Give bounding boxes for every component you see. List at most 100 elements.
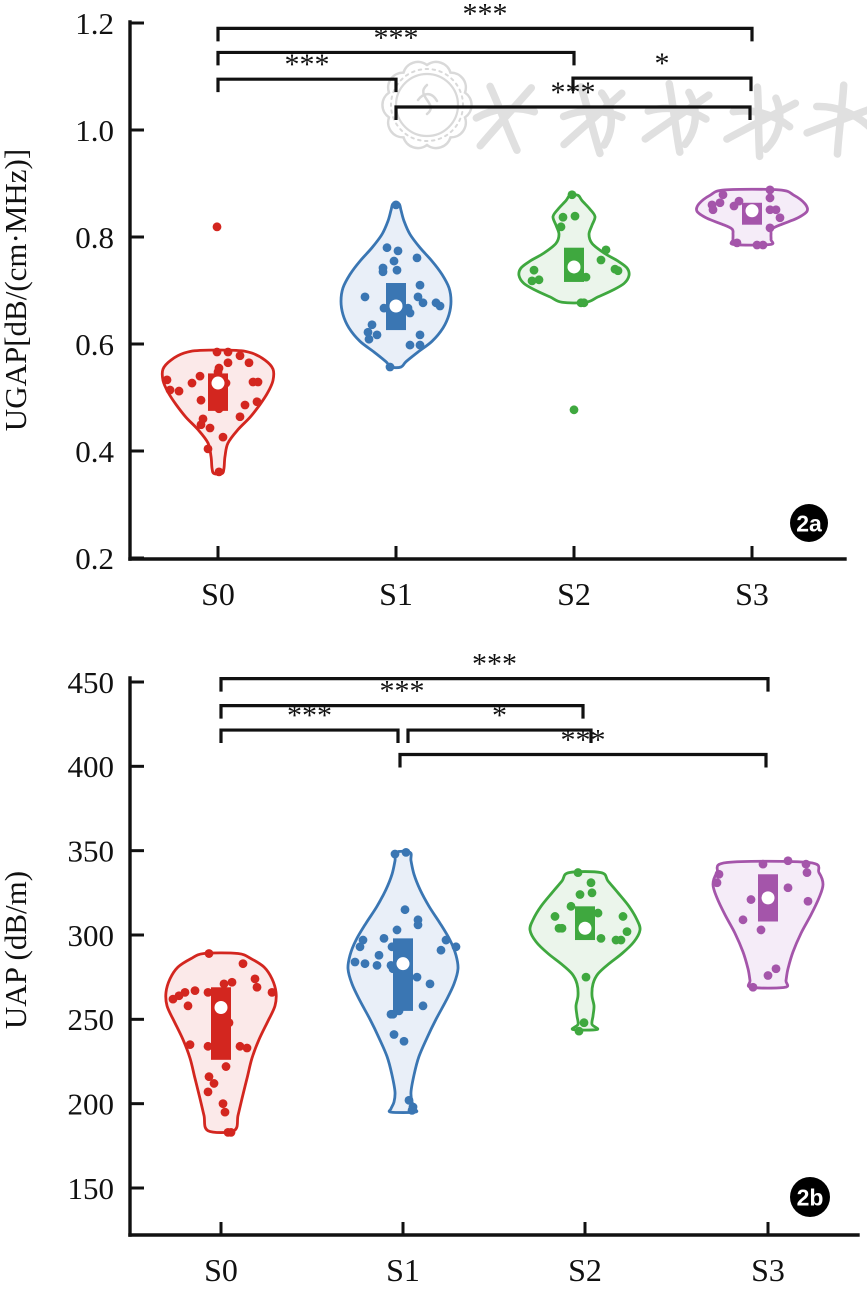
median-dot-s1 bbox=[389, 299, 403, 313]
data-point bbox=[802, 868, 812, 877]
median-dot-s0 bbox=[214, 1001, 228, 1015]
data-point bbox=[203, 1041, 213, 1051]
data-point bbox=[527, 276, 537, 286]
calligraphy-stroke bbox=[486, 82, 521, 154]
data-point bbox=[566, 901, 576, 911]
watermark-character bbox=[803, 81, 867, 158]
data-point bbox=[738, 915, 748, 925]
median-dot-s2 bbox=[567, 260, 581, 274]
data-point bbox=[223, 358, 233, 368]
badge-circle bbox=[790, 504, 828, 542]
data-point bbox=[570, 211, 580, 221]
data-point bbox=[238, 959, 248, 969]
violin-outline-s2 bbox=[528, 870, 642, 1032]
y-tick-label: 350 bbox=[68, 834, 115, 869]
median-dot-s2 bbox=[578, 921, 592, 935]
violin-group-s3 bbox=[711, 856, 825, 992]
data-point bbox=[372, 960, 382, 970]
x-tick-labels: S0 S1 S2 S3 bbox=[204, 1252, 785, 1288]
significance-label: * bbox=[655, 47, 670, 80]
data-point bbox=[190, 986, 200, 996]
data-point bbox=[244, 358, 254, 368]
data-point bbox=[558, 212, 568, 222]
calligraphy-stroke bbox=[577, 83, 604, 158]
chart-2b: 150 200 250 300 350 400 450 S0 S1 S2 S3 UAP (dB/m) *… bbox=[0, 648, 860, 1288]
data-point bbox=[360, 292, 370, 302]
data-point bbox=[204, 949, 214, 958]
data-point bbox=[185, 1040, 195, 1050]
data-point bbox=[168, 994, 178, 1004]
seal-micro-text-ring bbox=[390, 68, 464, 142]
data-point bbox=[573, 868, 583, 877]
data-point bbox=[775, 213, 785, 223]
axis-ticks bbox=[130, 680, 770, 1235]
x-tick-label: S2 bbox=[568, 1252, 602, 1288]
significance-label: *** bbox=[472, 648, 517, 681]
data-point bbox=[209, 1079, 219, 1088]
data-point bbox=[393, 246, 403, 256]
violin-group-s1 bbox=[339, 200, 453, 372]
data-point bbox=[389, 256, 399, 266]
data-point bbox=[385, 362, 395, 372]
data-point bbox=[765, 185, 775, 195]
y-tick-label: 0.8 bbox=[75, 220, 114, 255]
seal-inner-ring bbox=[394, 72, 460, 138]
data-point bbox=[372, 330, 382, 340]
data-point bbox=[765, 193, 775, 203]
violin-group-s0 bbox=[164, 949, 278, 1137]
data-point bbox=[205, 423, 215, 433]
significance-label: *** bbox=[285, 48, 330, 81]
badge-label: 2a bbox=[796, 510, 822, 536]
x-tick-label: S2 bbox=[557, 576, 591, 612]
y-tick-label: 200 bbox=[68, 1087, 115, 1122]
data-point bbox=[386, 1009, 396, 1019]
significance-label: *** bbox=[374, 21, 419, 54]
data-point bbox=[223, 347, 233, 357]
iqr-box-s0 bbox=[211, 987, 231, 1060]
y-tick-label: 1.2 bbox=[75, 6, 114, 41]
data-point bbox=[174, 386, 184, 396]
data-point bbox=[413, 920, 423, 930]
data-point bbox=[529, 265, 539, 275]
data-point bbox=[407, 1106, 417, 1115]
data-point bbox=[451, 942, 461, 952]
data-point bbox=[425, 979, 435, 989]
data-point bbox=[203, 1087, 213, 1097]
y-tick-label: 150 bbox=[68, 1171, 115, 1206]
data-point bbox=[235, 412, 245, 422]
data-point bbox=[596, 933, 606, 943]
data-point bbox=[401, 847, 411, 857]
y-tick-label: 0.4 bbox=[75, 434, 114, 469]
calligraphy-stroke bbox=[559, 107, 626, 122]
data-point bbox=[415, 340, 425, 350]
data-point bbox=[581, 972, 591, 982]
data-point bbox=[715, 198, 725, 208]
data-point bbox=[413, 292, 423, 302]
seal-scalloped-ring bbox=[381, 60, 473, 150]
data-point bbox=[379, 933, 389, 943]
badge-label: 2b bbox=[797, 1184, 824, 1210]
calligraphy-stroke bbox=[753, 83, 764, 161]
data-point bbox=[712, 878, 722, 888]
significance-label: *** bbox=[561, 724, 606, 757]
data-point bbox=[550, 912, 560, 921]
y-tick-label: 250 bbox=[68, 1002, 115, 1037]
violin-group-s1 bbox=[346, 847, 461, 1115]
data-point bbox=[418, 298, 428, 308]
calligraphy-stroke bbox=[644, 104, 710, 123]
data-point bbox=[435, 301, 445, 311]
significance-label: *** bbox=[463, 0, 508, 30]
data-point bbox=[183, 1001, 193, 1011]
data-point bbox=[418, 1001, 428, 1011]
data-point bbox=[613, 266, 623, 276]
data-point bbox=[567, 190, 577, 200]
y-tick-label: 400 bbox=[68, 749, 115, 784]
data-point bbox=[405, 308, 415, 318]
data-point bbox=[569, 405, 579, 415]
data-point bbox=[415, 330, 425, 340]
data-point bbox=[579, 1018, 589, 1028]
data-point bbox=[557, 923, 567, 933]
data-point bbox=[392, 265, 402, 275]
calligraphy-stroke bbox=[665, 79, 684, 156]
bracket-s0-s3 bbox=[219, 677, 770, 692]
